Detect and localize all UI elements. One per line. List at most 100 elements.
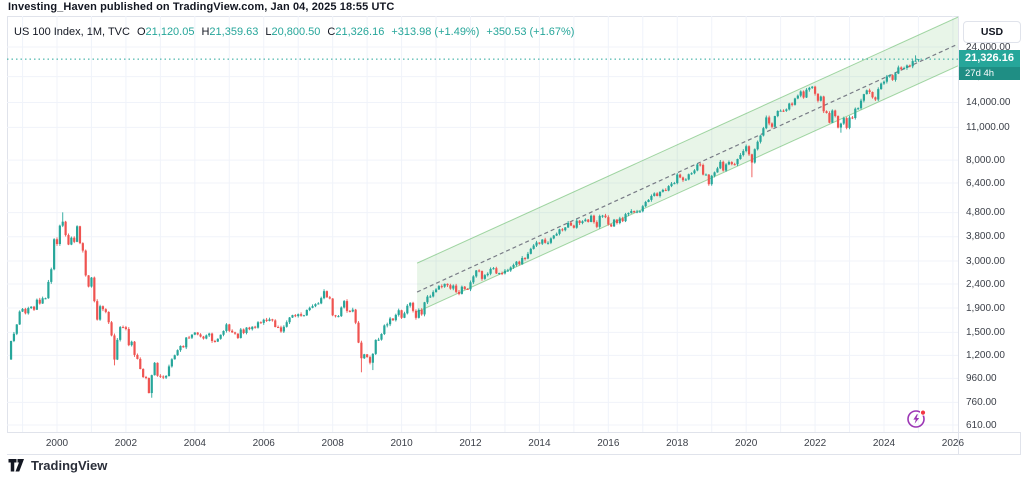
candle-body <box>704 174 708 176</box>
ohlc-low: L20,800.50 <box>265 26 321 38</box>
candle-body <box>202 336 205 339</box>
candle-body <box>670 183 673 187</box>
year-tick-label: 2026 <box>941 438 965 449</box>
candle-body <box>302 315 306 317</box>
candle-body <box>535 242 538 246</box>
candle-body <box>842 118 845 124</box>
candle-body <box>808 87 811 90</box>
candle-body <box>113 335 116 360</box>
candle-body <box>251 326 254 330</box>
candle-body <box>495 268 498 274</box>
candle-body <box>848 117 851 128</box>
candle-body <box>882 81 886 84</box>
price-axis[interactable]: 24,000.0018,000.0014,000.0011,000.008,00… <box>959 16 1021 432</box>
candle-body <box>644 201 647 207</box>
candle-body <box>21 308 24 312</box>
candle-body <box>285 322 288 327</box>
candle-body <box>383 325 386 334</box>
flash-ideas-icon[interactable] <box>905 407 929 431</box>
candle-body <box>139 358 142 370</box>
currency-unit-button[interactable]: USD <box>963 21 1021 43</box>
candle-body <box>503 270 507 274</box>
candle-body <box>216 338 219 342</box>
candle-body <box>584 219 587 222</box>
candle-body <box>119 327 122 340</box>
price-chart-canvas[interactable] <box>7 16 958 432</box>
candle-body <box>159 375 162 377</box>
candle-body <box>388 318 392 325</box>
candle-body <box>259 322 262 324</box>
candle-body <box>182 345 185 348</box>
candle-body <box>902 67 906 70</box>
trend-midline-dashed[interactable] <box>416 43 958 293</box>
candle-body <box>575 220 578 228</box>
candle-body <box>90 277 93 287</box>
candle-body <box>162 376 165 378</box>
candle-body <box>53 239 56 270</box>
candle-body <box>67 235 70 245</box>
candle-body <box>437 286 441 290</box>
candle-body <box>555 233 558 236</box>
candle-body <box>684 179 687 181</box>
candle-body <box>297 314 300 317</box>
candle-body <box>268 319 271 321</box>
candle-body <box>765 117 768 129</box>
candle-body <box>753 149 756 163</box>
candle-body <box>713 172 716 176</box>
candle-body <box>101 306 105 310</box>
candle-body <box>750 154 754 163</box>
candle-body <box>782 110 785 112</box>
candle-body <box>857 108 860 110</box>
candle-body <box>426 296 429 303</box>
candle-body <box>165 375 168 378</box>
notification-dot-icon <box>919 409 927 416</box>
ohlc-close: C21,326.16 <box>327 26 385 38</box>
candle-body <box>604 215 607 218</box>
candle-body <box>633 211 636 213</box>
candle-body <box>831 110 834 123</box>
candle-body <box>595 222 598 227</box>
candle-body <box>104 309 107 312</box>
candle-body <box>196 332 199 335</box>
candle-body <box>664 189 667 191</box>
candle-body <box>707 174 710 185</box>
candle-body <box>320 298 323 304</box>
candle-body <box>107 311 110 323</box>
candle-body <box>78 226 82 244</box>
candle-body <box>420 309 423 315</box>
year-tick-label: 2008 <box>321 438 344 449</box>
candle-body <box>452 285 455 289</box>
candle-body <box>776 111 779 117</box>
tradingview-logo-icon[interactable] <box>8 458 25 473</box>
candle-body <box>693 170 696 174</box>
candle-body <box>572 225 575 228</box>
candle-body <box>432 292 435 297</box>
candle-body <box>314 304 317 307</box>
candle-body <box>366 354 369 358</box>
candle-body <box>354 309 357 323</box>
candle-body <box>911 61 914 67</box>
candle-body <box>874 97 877 100</box>
candle-body <box>84 250 87 276</box>
published-attribution-line: Investing_Haven published on TradingView… <box>8 1 395 13</box>
candle-body <box>569 222 573 226</box>
candle-body <box>457 291 461 294</box>
candle-body <box>813 86 817 94</box>
symbol-title[interactable]: US 100 Index, 1M, TVC <box>14 26 130 38</box>
candle-body <box>210 333 214 341</box>
candle-body <box>368 357 372 363</box>
price-tick-label: 8,000.00 <box>966 154 1005 166</box>
candle-body <box>121 327 125 329</box>
candle-body <box>733 164 736 166</box>
candle-body <box>716 168 719 173</box>
flash-circle-icon <box>907 410 925 428</box>
brand-name[interactable]: TradingView <box>31 458 108 473</box>
trend-channel-band[interactable] <box>417 17 958 312</box>
channel-upper-edge[interactable] <box>416 16 958 264</box>
candle-body <box>225 324 228 331</box>
candle-body <box>862 94 865 101</box>
bar-close-countdown: 27d 4h <box>959 67 1020 81</box>
candle-body <box>254 326 257 328</box>
candle-body <box>768 117 771 124</box>
time-axis[interactable]: 2000 2002 2004 2006 2008 2010 2012 2014 2016 2018… <box>7 433 964 454</box>
